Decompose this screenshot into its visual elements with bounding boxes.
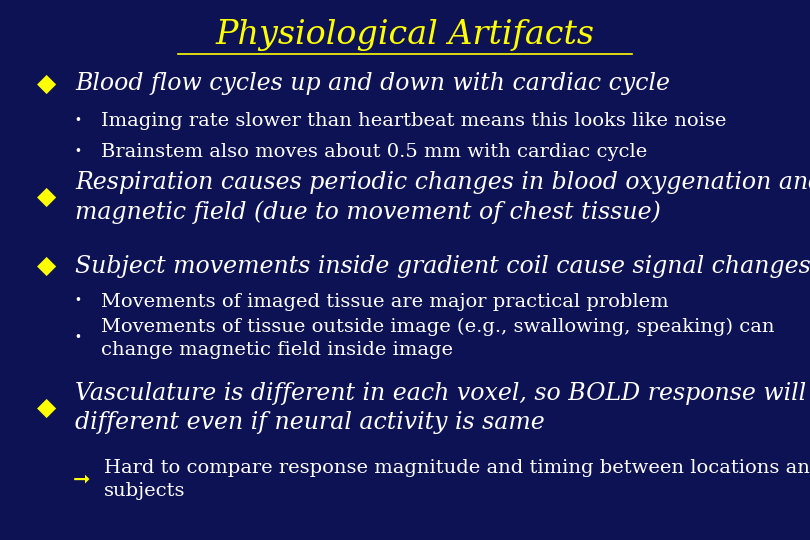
Text: ·: · — [73, 139, 82, 166]
Text: ◆: ◆ — [36, 254, 56, 278]
Text: Subject movements inside gradient coil cause signal changes: Subject movements inside gradient coil c… — [75, 255, 810, 278]
Text: Vasculature is different in each voxel, so BOLD response will be
different even : Vasculature is different in each voxel, … — [75, 382, 810, 434]
Text: Imaging rate slower than heartbeat means this looks like noise: Imaging rate slower than heartbeat means… — [101, 112, 727, 131]
Text: Brainstem also moves about 0.5 mm with cardiac cycle: Brainstem also moves about 0.5 mm with c… — [101, 143, 647, 161]
Text: ·: · — [73, 108, 82, 135]
Text: ◆: ◆ — [36, 396, 56, 420]
Text: Physiological Artifacts: Physiological Artifacts — [215, 19, 595, 51]
Text: ➞: ➞ — [73, 469, 91, 490]
Text: ·: · — [73, 325, 82, 352]
Text: Blood flow cycles up and down with cardiac cycle: Blood flow cycles up and down with cardi… — [75, 72, 671, 95]
Text: Movements of tissue outside image (e.g., swallowing, speaking) can
change magnet: Movements of tissue outside image (e.g.,… — [101, 318, 774, 359]
Text: Respiration causes periodic changes in blood oxygenation and
magnetic field (due: Respiration causes periodic changes in b… — [75, 171, 810, 224]
Text: Movements of imaged tissue are major practical problem: Movements of imaged tissue are major pra… — [101, 293, 669, 311]
Text: ◆: ◆ — [36, 185, 56, 209]
Text: Hard to compare response magnitude and timing between locations and
subjects: Hard to compare response magnitude and t… — [104, 459, 810, 500]
Text: ·: · — [73, 288, 82, 315]
Text: ◆: ◆ — [36, 72, 56, 96]
